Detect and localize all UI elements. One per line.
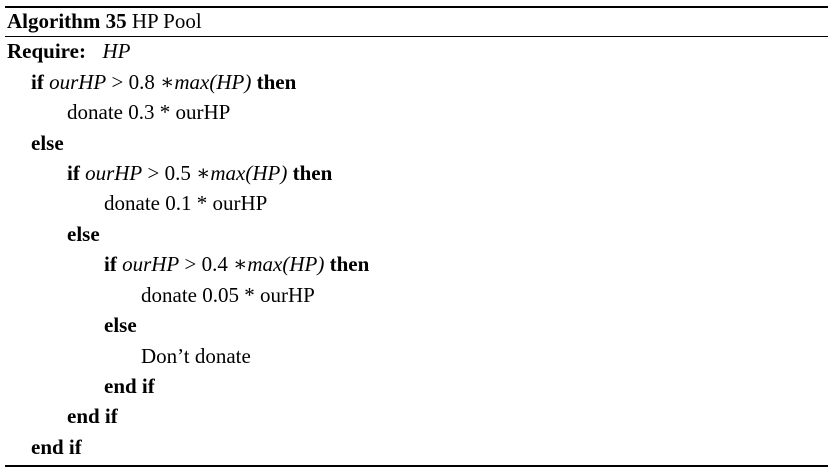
condition-coefficient: 0.4	[201, 252, 228, 276]
condition-multiply: ∗	[160, 70, 175, 94]
condition-argument: (HP)	[245, 161, 288, 185]
condition-multiply: ∗	[233, 252, 248, 276]
statement-text: Don’t donate	[141, 344, 251, 368]
condition-function: max	[174, 70, 210, 94]
else-keyword: else	[104, 313, 137, 337]
else-keyword: else	[67, 222, 100, 246]
require-line: Require: HP	[7, 36, 130, 66]
else-keyword: else	[31, 131, 64, 155]
statement-line-2: donate 0.1 * ourHP	[104, 188, 267, 218]
condition-operator: >	[111, 70, 124, 94]
statement-line-4: Don’t donate	[141, 341, 251, 371]
require-value: HP	[102, 39, 131, 63]
bottom-rule	[5, 465, 828, 467]
condition-function: max	[247, 252, 283, 276]
algorithm-caption: Algorithm 35 HP Pool	[7, 8, 202, 34]
if-line-1: if ourHP > 0.8 ∗max(HP) then	[31, 67, 296, 97]
then-keyword: then	[256, 70, 297, 94]
top-rule	[5, 6, 828, 8]
end-if-keyword: end if	[104, 374, 155, 398]
condition-variable: ourHP	[49, 70, 107, 94]
end-if-line-1: end if	[31, 432, 82, 462]
else-line-1: else	[31, 128, 64, 158]
then-keyword: then	[329, 252, 370, 276]
algorithm-title: HP Pool	[131, 9, 202, 33]
statement-line-1: donate 0.3 * ourHP	[67, 97, 230, 127]
condition-variable: ourHP	[122, 252, 180, 276]
condition-variable: ourHP	[85, 161, 143, 185]
algorithm-label: Algorithm 35	[7, 9, 127, 33]
require-keyword: Require:	[7, 39, 86, 63]
statement-text: donate 0.1 * ourHP	[104, 191, 268, 215]
statement-line-3: donate 0.05 * ourHP	[141, 280, 315, 310]
end-if-line-3: end if	[104, 371, 155, 401]
if-line-2: if ourHP > 0.5 ∗max(HP) then	[67, 158, 332, 188]
end-if-keyword: end if	[67, 404, 118, 428]
condition-operator: >	[147, 161, 160, 185]
else-line-2: else	[67, 219, 100, 249]
statement-text: donate 0.05 * ourHP	[141, 283, 315, 307]
condition-argument: (HP)	[282, 252, 325, 276]
condition-operator: >	[184, 252, 197, 276]
if-keyword: if	[67, 161, 80, 185]
statement-text: donate 0.3 * ourHP	[67, 100, 231, 124]
condition-coefficient: 0.8	[128, 70, 155, 94]
condition-function: max	[210, 161, 246, 185]
then-keyword: then	[292, 161, 333, 185]
if-keyword: if	[104, 252, 117, 276]
caption-rule	[5, 36, 828, 38]
else-line-3: else	[104, 310, 137, 340]
condition-coefficient: 0.5	[164, 161, 191, 185]
end-if-line-2: end if	[67, 401, 118, 431]
end-if-keyword: end if	[31, 435, 82, 459]
condition-multiply: ∗	[196, 161, 211, 185]
if-keyword: if	[31, 70, 44, 94]
condition-argument: (HP)	[209, 70, 252, 94]
if-line-3: if ourHP > 0.4 ∗max(HP) then	[104, 249, 369, 279]
